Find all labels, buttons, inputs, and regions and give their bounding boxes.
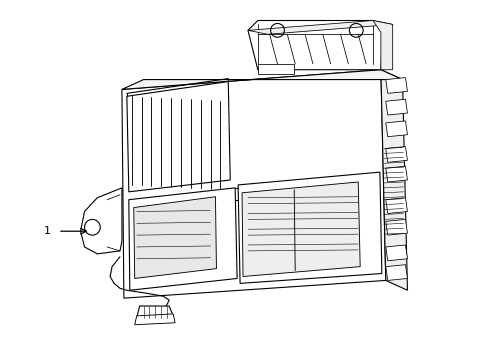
Polygon shape	[137, 306, 173, 318]
Polygon shape	[248, 21, 392, 34]
Polygon shape	[248, 21, 383, 70]
Polygon shape	[386, 78, 408, 93]
Polygon shape	[135, 314, 175, 325]
Polygon shape	[386, 166, 408, 182]
Polygon shape	[127, 82, 230, 192]
Polygon shape	[373, 21, 392, 70]
Polygon shape	[386, 265, 408, 280]
Polygon shape	[386, 198, 408, 213]
Polygon shape	[134, 197, 217, 278]
Polygon shape	[381, 70, 408, 290]
Polygon shape	[122, 70, 386, 298]
Text: 1: 1	[44, 226, 51, 236]
Polygon shape	[258, 64, 294, 74]
Polygon shape	[386, 147, 408, 162]
Polygon shape	[238, 172, 382, 283]
Polygon shape	[386, 99, 408, 115]
Polygon shape	[129, 188, 237, 290]
Polygon shape	[386, 219, 408, 235]
Polygon shape	[386, 245, 408, 261]
Polygon shape	[242, 182, 360, 276]
Polygon shape	[122, 70, 402, 89]
Polygon shape	[386, 121, 408, 137]
Polygon shape	[80, 188, 122, 254]
